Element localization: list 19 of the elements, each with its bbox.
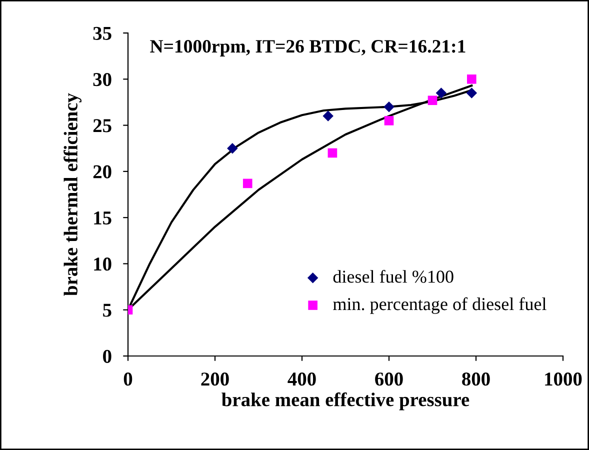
legend-label: min. percentage of diesel fuel xyxy=(333,297,546,314)
x-tick-label: 400 xyxy=(288,372,316,386)
y-tick-label: 5 xyxy=(103,304,112,317)
x-tick-label: 0 xyxy=(124,372,132,386)
x-tick-label: 1000 xyxy=(545,372,582,386)
y-tick-label: 10 xyxy=(94,258,112,271)
y-tick-label: 0 xyxy=(103,350,112,363)
chart-title: N=1000rpm, IT=26 BTDC, CR=16.21:1 xyxy=(150,40,466,56)
y-tick-label: 25 xyxy=(93,119,112,132)
y-tick-label: 30 xyxy=(93,72,112,86)
x-axis-title: brake mean effective pressure xyxy=(222,392,470,410)
y-axis-title: brake thermal efficiency xyxy=(64,93,82,296)
x-tick-label: 800 xyxy=(462,372,490,386)
y-tick-label: 35 xyxy=(93,26,112,40)
x-tick-label: 600 xyxy=(375,372,403,386)
y-tick-label: 20 xyxy=(93,165,112,178)
y-tick-label: 15 xyxy=(94,211,112,225)
x-tick-label: 200 xyxy=(201,372,229,386)
legend-label: diesel fuel %100 xyxy=(333,270,454,283)
